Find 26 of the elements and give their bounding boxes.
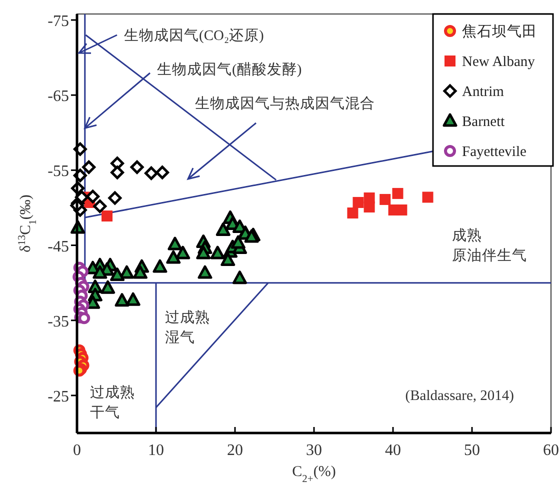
y-tick-label: -25 [48,388,69,406]
annotation: 过成熟干气 [90,384,135,421]
y-tick-label: -45 [48,238,69,256]
y-tick-label: -75 [48,13,69,30]
legend-label: Antrim [462,84,505,100]
annotation: (Baldassare, 2014) [405,388,514,404]
x-tick-label: 30 [306,442,322,459]
y-tick-label: -55 [48,163,69,180]
legend-label: Fayettevile [462,144,526,160]
annotation: 成熟原油伴生气 [452,227,527,264]
y-tick-label: -35 [48,313,69,330]
annotation: 生物成因气与热成因气混合 [195,95,375,112]
x-axis-title: C$_{2+}$(%) [292,464,336,483]
x-tick-label: 60 [543,442,559,459]
annotation: 过成熟湿气 [165,309,210,346]
x-tick-label: 40 [385,442,401,459]
annotation: 生物成因气(CO₂还原) [124,27,264,44]
legend-label: 焦石坝气田 [462,23,537,40]
annotation: 生物成因气(醋酸发酵) [157,61,302,78]
x-tick-label: 10 [148,442,164,459]
legend-label: New Albany [462,54,536,70]
x-tick-label: 0 [73,442,81,459]
y-tick-label: -65 [48,88,69,106]
legend-label: Barnett [462,114,505,130]
x-tick-label: 20 [227,442,243,459]
x-tick-label: 50 [464,442,480,459]
